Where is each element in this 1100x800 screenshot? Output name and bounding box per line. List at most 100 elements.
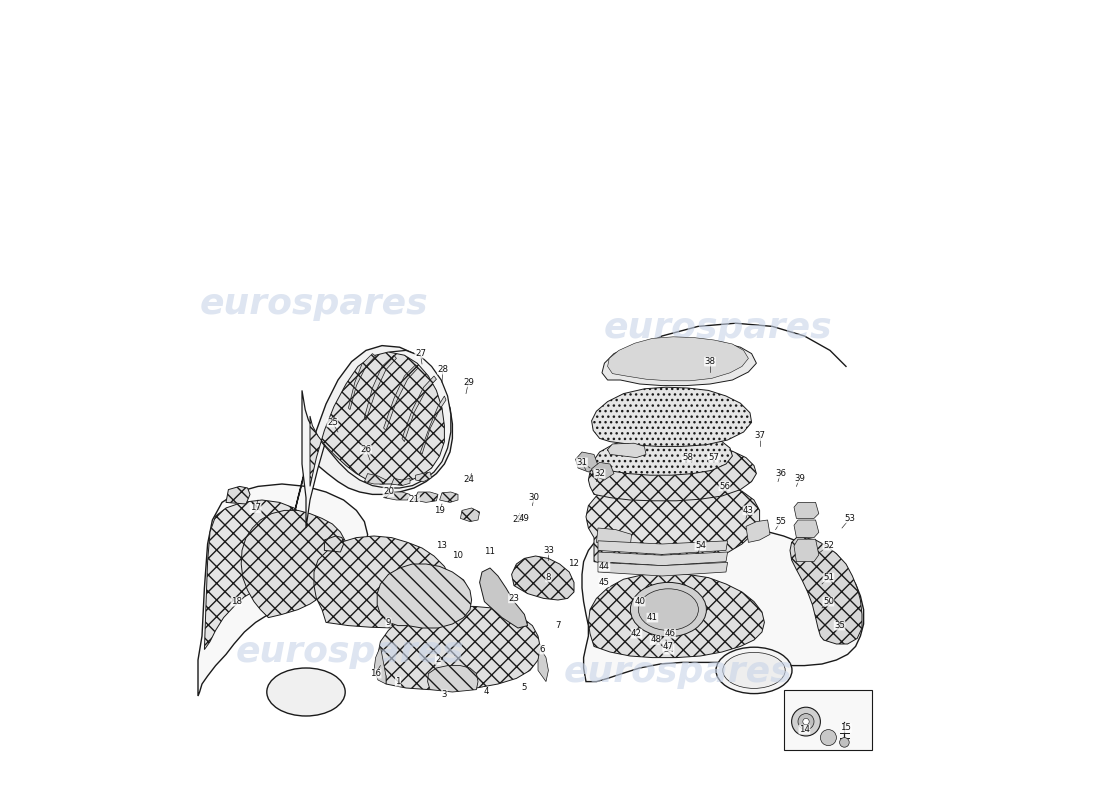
Polygon shape bbox=[420, 396, 446, 454]
Polygon shape bbox=[575, 452, 598, 472]
Polygon shape bbox=[310, 352, 444, 486]
Text: 6: 6 bbox=[539, 645, 544, 654]
Polygon shape bbox=[598, 552, 727, 566]
Polygon shape bbox=[324, 536, 343, 552]
Circle shape bbox=[839, 738, 849, 747]
Polygon shape bbox=[440, 492, 458, 502]
Polygon shape bbox=[461, 508, 480, 522]
Text: 26: 26 bbox=[361, 445, 372, 454]
Text: 16: 16 bbox=[370, 669, 381, 678]
Circle shape bbox=[821, 730, 836, 746]
Text: 15: 15 bbox=[840, 723, 851, 733]
Circle shape bbox=[803, 718, 810, 725]
Text: eurospares: eurospares bbox=[200, 287, 428, 321]
Ellipse shape bbox=[638, 589, 698, 630]
Polygon shape bbox=[607, 337, 748, 381]
Text: 8: 8 bbox=[546, 573, 551, 582]
Ellipse shape bbox=[716, 647, 792, 694]
Text: 33: 33 bbox=[543, 546, 554, 555]
Text: 48: 48 bbox=[650, 635, 661, 645]
Polygon shape bbox=[582, 520, 864, 682]
Text: eurospares: eurospares bbox=[563, 655, 792, 689]
Text: 54: 54 bbox=[695, 541, 706, 550]
Text: eurospares: eurospares bbox=[235, 635, 464, 669]
Polygon shape bbox=[377, 564, 472, 628]
Text: 38: 38 bbox=[704, 357, 715, 366]
Text: 37: 37 bbox=[755, 431, 766, 441]
Text: 24: 24 bbox=[463, 475, 474, 485]
Polygon shape bbox=[384, 492, 410, 500]
Polygon shape bbox=[607, 443, 646, 458]
Text: 10: 10 bbox=[452, 551, 463, 561]
Polygon shape bbox=[598, 562, 727, 576]
Polygon shape bbox=[592, 462, 614, 480]
Text: 42: 42 bbox=[631, 629, 642, 638]
Polygon shape bbox=[588, 573, 764, 658]
Text: 47: 47 bbox=[663, 642, 674, 651]
Text: 25: 25 bbox=[327, 418, 338, 427]
Text: 52: 52 bbox=[823, 541, 834, 550]
Text: 46: 46 bbox=[664, 629, 675, 638]
Polygon shape bbox=[374, 646, 386, 684]
Polygon shape bbox=[794, 539, 818, 562]
Text: 32: 32 bbox=[594, 469, 605, 478]
Text: 28: 28 bbox=[438, 365, 449, 374]
Text: 20: 20 bbox=[383, 487, 394, 497]
Text: 55: 55 bbox=[774, 517, 785, 526]
Polygon shape bbox=[414, 492, 438, 502]
Polygon shape bbox=[205, 500, 310, 650]
Text: 34: 34 bbox=[663, 645, 674, 654]
Polygon shape bbox=[794, 520, 818, 538]
Polygon shape bbox=[596, 528, 631, 548]
Text: 43: 43 bbox=[742, 506, 754, 515]
Polygon shape bbox=[364, 474, 386, 484]
Polygon shape bbox=[480, 568, 528, 628]
Text: 3: 3 bbox=[441, 690, 447, 699]
Text: 58: 58 bbox=[682, 453, 693, 462]
Polygon shape bbox=[594, 432, 733, 475]
Polygon shape bbox=[794, 502, 818, 518]
Text: 1: 1 bbox=[395, 677, 400, 686]
Polygon shape bbox=[746, 520, 770, 542]
Text: 50: 50 bbox=[823, 597, 834, 606]
Ellipse shape bbox=[630, 582, 706, 637]
Text: 30: 30 bbox=[528, 493, 539, 502]
Text: 41: 41 bbox=[647, 613, 658, 622]
Text: 22: 22 bbox=[513, 515, 524, 525]
Text: 35: 35 bbox=[834, 621, 845, 630]
Text: 7: 7 bbox=[556, 621, 561, 630]
Text: 45: 45 bbox=[598, 578, 609, 587]
Polygon shape bbox=[402, 376, 437, 442]
Text: 36: 36 bbox=[774, 469, 785, 478]
Text: 23: 23 bbox=[508, 594, 519, 603]
Text: 40: 40 bbox=[634, 597, 645, 606]
Text: 4: 4 bbox=[483, 687, 488, 697]
Text: 51: 51 bbox=[823, 573, 834, 582]
Text: 12: 12 bbox=[569, 559, 580, 569]
Text: 19: 19 bbox=[434, 506, 446, 515]
Bar bbox=[783, 690, 871, 750]
Polygon shape bbox=[588, 443, 757, 501]
Text: 14: 14 bbox=[799, 725, 810, 734]
Polygon shape bbox=[586, 475, 760, 568]
Polygon shape bbox=[302, 350, 451, 528]
Text: 17: 17 bbox=[250, 503, 261, 513]
Polygon shape bbox=[384, 365, 418, 430]
Circle shape bbox=[798, 714, 814, 730]
Text: 13: 13 bbox=[437, 541, 448, 550]
Polygon shape bbox=[314, 536, 452, 628]
Text: 27: 27 bbox=[415, 349, 426, 358]
Polygon shape bbox=[378, 606, 540, 690]
Polygon shape bbox=[598, 541, 727, 554]
Polygon shape bbox=[198, 484, 367, 696]
Text: 5: 5 bbox=[521, 683, 527, 693]
Text: 56: 56 bbox=[719, 482, 730, 491]
Polygon shape bbox=[416, 472, 431, 482]
Ellipse shape bbox=[267, 668, 345, 716]
Polygon shape bbox=[241, 510, 349, 618]
Polygon shape bbox=[538, 648, 549, 682]
Text: 2: 2 bbox=[436, 655, 441, 665]
Polygon shape bbox=[392, 478, 410, 486]
Polygon shape bbox=[602, 339, 757, 386]
Text: 21: 21 bbox=[408, 495, 419, 505]
